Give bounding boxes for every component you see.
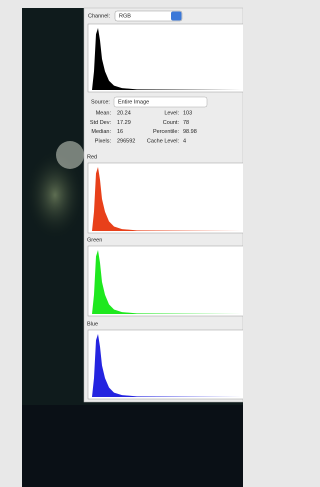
stat-label: Median: — [91, 129, 111, 135]
source-value: Entire Image — [118, 99, 149, 105]
stat-label: Cache Level: — [147, 138, 180, 144]
stat-label: Mean: — [96, 110, 112, 116]
stat-value: 4 — [183, 138, 186, 144]
channel-value: RGB — [119, 13, 131, 19]
channel-name: Blue — [87, 321, 98, 327]
stat-label: Pixels: — [95, 138, 112, 144]
stat-label: Level: — [164, 110, 179, 116]
photo-bottom — [22, 405, 243, 487]
histogram-box — [88, 24, 243, 92]
stat-value: 296592 — [117, 138, 135, 144]
channel-name: Red — [87, 154, 97, 160]
stat-value: 16 — [117, 129, 123, 135]
stat-value: 78 — [183, 120, 189, 126]
stat-value: 98.98 — [183, 129, 197, 135]
stat-label: Std Dev: — [90, 120, 112, 126]
stat-value: 17.29 — [117, 120, 131, 126]
stat-value: 103 — [183, 110, 192, 116]
histogram-box — [88, 163, 243, 233]
channel-name: Green — [87, 237, 102, 243]
histogram-box — [88, 330, 243, 399]
flower — [56, 141, 84, 169]
stat-value: 20.24 — [117, 110, 131, 116]
select-arrow — [171, 12, 182, 21]
histogram-box — [88, 246, 243, 316]
stat-label: Count: — [163, 120, 180, 126]
stat-label: Percentile: — [153, 129, 179, 135]
source-label: Source: — [91, 99, 110, 105]
screen: Channel: RGB Red Green Blue Source: Entire… — [0, 0, 243, 487]
channel-label: Channel: — [88, 13, 110, 19]
